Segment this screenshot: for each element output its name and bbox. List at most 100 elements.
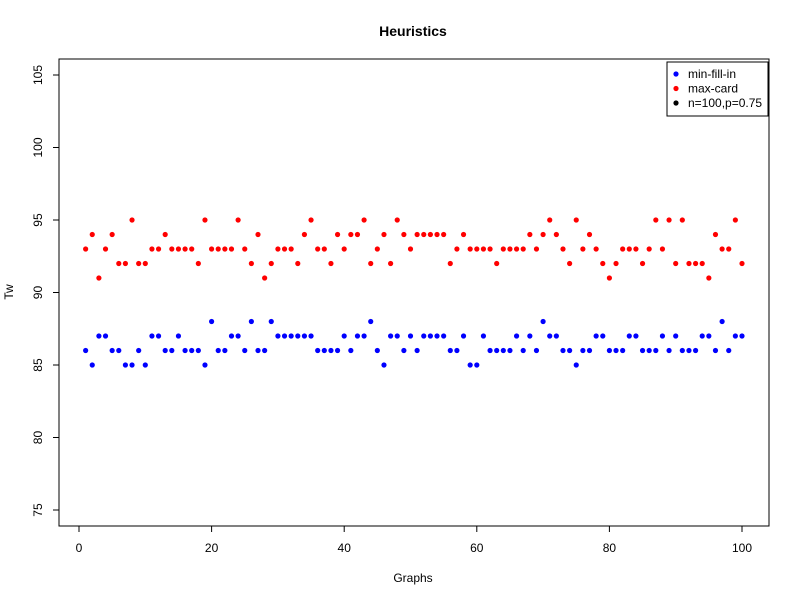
data-point bbox=[116, 260, 122, 267]
data-point bbox=[434, 231, 440, 238]
y-tick-label: 90 bbox=[31, 286, 45, 300]
data-point bbox=[507, 246, 513, 252]
y-tick-label: 100 bbox=[31, 137, 45, 157]
data-point bbox=[732, 217, 738, 223]
data-point bbox=[699, 333, 705, 339]
data-point bbox=[653, 217, 659, 223]
data-point bbox=[427, 231, 433, 238]
data-point bbox=[613, 347, 619, 354]
data-point bbox=[487, 246, 493, 252]
data-point bbox=[447, 260, 453, 267]
data-point bbox=[686, 260, 692, 267]
data-point bbox=[639, 347, 646, 354]
data-point bbox=[586, 231, 593, 238]
data-point bbox=[348, 231, 354, 238]
data-point bbox=[361, 217, 367, 223]
data-point bbox=[401, 231, 407, 238]
data-point bbox=[414, 231, 420, 238]
data-point bbox=[155, 246, 162, 252]
series-max-card bbox=[83, 217, 745, 281]
data-point bbox=[414, 347, 420, 354]
data-point bbox=[209, 318, 215, 325]
data-point bbox=[315, 246, 321, 252]
data-point bbox=[242, 246, 248, 252]
data-point bbox=[553, 231, 559, 238]
data-point bbox=[593, 333, 599, 339]
data-point bbox=[447, 347, 453, 354]
data-point bbox=[195, 260, 201, 267]
data-point bbox=[122, 362, 129, 368]
data-point bbox=[109, 231, 115, 238]
data-point bbox=[580, 347, 586, 354]
data-point bbox=[421, 333, 427, 339]
data-point bbox=[262, 347, 268, 354]
data-point bbox=[580, 246, 586, 252]
data-point bbox=[341, 333, 347, 339]
data-point bbox=[129, 362, 135, 368]
data-point bbox=[600, 260, 606, 267]
data-point bbox=[567, 260, 573, 267]
data-point bbox=[513, 333, 520, 339]
data-point bbox=[262, 275, 268, 281]
data-point bbox=[460, 231, 467, 238]
data-point bbox=[308, 333, 314, 339]
data-point bbox=[142, 260, 148, 267]
x-tick-label: 20 bbox=[205, 541, 219, 555]
data-point bbox=[620, 246, 626, 252]
data-point bbox=[633, 246, 639, 252]
data-point bbox=[89, 362, 95, 368]
data-point bbox=[620, 347, 626, 354]
data-point bbox=[659, 333, 666, 339]
data-point bbox=[394, 217, 400, 223]
data-point bbox=[175, 333, 182, 339]
data-point bbox=[149, 246, 155, 252]
data-point bbox=[507, 347, 513, 354]
x-tick-label: 80 bbox=[603, 541, 617, 555]
y-axis: 75 80 85 90 95 100 105 bbox=[31, 65, 60, 517]
data-point bbox=[255, 347, 261, 354]
x-tick-label: 0 bbox=[76, 541, 83, 555]
data-point bbox=[202, 362, 208, 368]
data-point bbox=[692, 347, 699, 354]
data-point bbox=[540, 318, 546, 325]
data-point bbox=[739, 260, 745, 267]
data-point bbox=[361, 333, 367, 339]
data-point bbox=[235, 217, 241, 223]
data-point bbox=[228, 246, 235, 252]
data-point bbox=[334, 347, 341, 354]
data-point bbox=[673, 333, 679, 339]
data-point bbox=[573, 362, 579, 368]
data-point bbox=[500, 246, 506, 252]
data-point bbox=[626, 333, 632, 339]
x-axis: 0 20 40 60 80 100 bbox=[76, 525, 752, 555]
data-point bbox=[255, 231, 261, 238]
data-point bbox=[646, 347, 652, 354]
data-point bbox=[182, 347, 188, 354]
data-point bbox=[567, 347, 573, 354]
data-point bbox=[288, 246, 294, 252]
data-point bbox=[706, 333, 712, 339]
data-point bbox=[268, 318, 274, 325]
data-point bbox=[222, 246, 228, 252]
legend-label: min-fill-in bbox=[688, 67, 736, 81]
data-point bbox=[613, 260, 619, 267]
data-point bbox=[381, 362, 387, 368]
data-point bbox=[732, 333, 738, 339]
data-point bbox=[328, 260, 334, 267]
data-point bbox=[149, 333, 155, 339]
data-point bbox=[275, 246, 281, 252]
data-point bbox=[692, 260, 699, 267]
data-point bbox=[348, 347, 354, 354]
data-point bbox=[215, 347, 221, 354]
data-point bbox=[460, 333, 467, 339]
y-tick-label: 105 bbox=[31, 65, 45, 85]
chart-title: Heuristics bbox=[379, 23, 447, 39]
data-point bbox=[533, 246, 540, 252]
data-point bbox=[195, 347, 201, 354]
data-point bbox=[401, 347, 407, 354]
data-point bbox=[467, 246, 473, 252]
data-point bbox=[248, 260, 254, 267]
data-point bbox=[315, 347, 321, 354]
data-point bbox=[679, 217, 685, 223]
data-point bbox=[726, 246, 732, 252]
